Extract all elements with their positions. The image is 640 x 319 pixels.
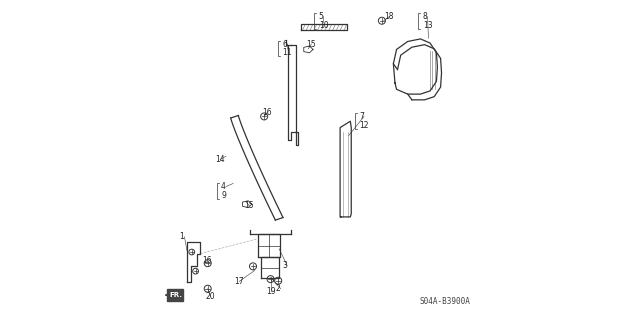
Text: 1: 1 <box>180 232 184 241</box>
Text: 12: 12 <box>359 121 369 130</box>
Text: 11: 11 <box>282 48 292 57</box>
Text: 16: 16 <box>202 256 212 265</box>
Text: 10: 10 <box>319 21 328 30</box>
Text: FR.: FR. <box>169 292 182 298</box>
Text: 18: 18 <box>385 12 394 21</box>
Text: 15: 15 <box>307 40 316 48</box>
Text: 19: 19 <box>266 287 276 296</box>
Text: S04A-B3900A: S04A-B3900A <box>419 297 470 306</box>
Text: 5: 5 <box>319 12 324 21</box>
Text: 8: 8 <box>422 12 428 21</box>
Text: 7: 7 <box>359 112 364 121</box>
Text: 20: 20 <box>206 292 216 301</box>
Text: 14: 14 <box>216 155 225 164</box>
Text: 2: 2 <box>276 284 281 293</box>
Text: 6: 6 <box>282 40 287 48</box>
Text: 16: 16 <box>262 108 272 117</box>
Text: 13: 13 <box>422 21 433 30</box>
Text: 17: 17 <box>234 277 244 286</box>
Text: 4: 4 <box>221 182 226 191</box>
Text: 9: 9 <box>221 191 226 200</box>
Polygon shape <box>167 289 183 301</box>
Text: 15: 15 <box>244 201 254 210</box>
Text: 3: 3 <box>282 261 287 270</box>
